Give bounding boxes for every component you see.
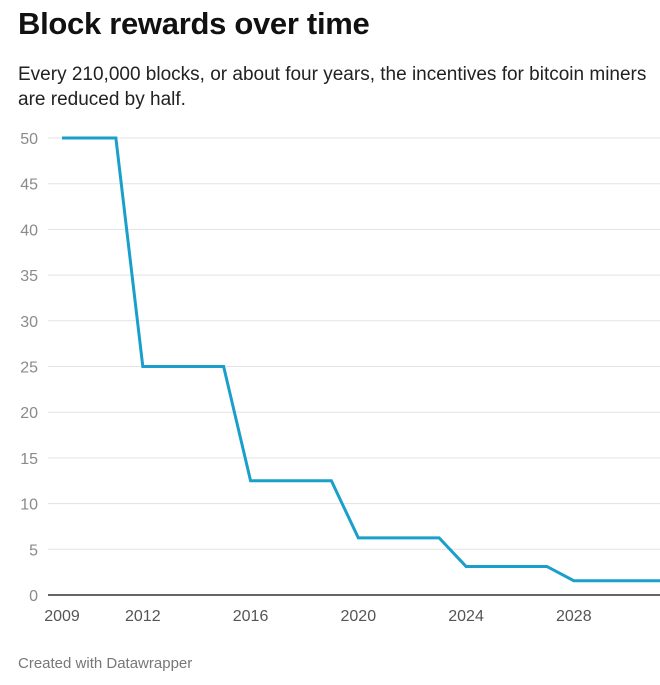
y-tick-label: 30 — [20, 314, 38, 331]
y-tick-label: 15 — [20, 451, 38, 468]
y-tick-label: 10 — [20, 497, 38, 514]
y-tick-label: 20 — [20, 405, 38, 422]
x-tick-label: 2009 — [44, 608, 80, 625]
x-axis-ticks: 2009 2012 2016 2020 2024 2028 — [44, 608, 591, 625]
series-line-block-reward — [62, 136, 660, 583]
y-tick-label: 40 — [20, 222, 38, 239]
y-tick-label: 0 — [29, 588, 38, 605]
block-rewards-line-chart: 0 5 10 15 20 25 30 35 40 45 50 2009 2012 2016 2020 202… — [20, 131, 660, 625]
y-tick-label: 50 — [20, 131, 38, 148]
y-tick-label: 45 — [20, 177, 38, 194]
x-tick-label: 2028 — [556, 608, 592, 625]
credit-footer: Created with Datawrapper — [18, 655, 193, 672]
y-axis-ticks: 0 5 10 15 20 25 30 35 40 45 50 — [20, 131, 38, 605]
y-tick-label: 35 — [20, 268, 38, 285]
x-tick-label: 2020 — [341, 608, 377, 625]
y-tick-label: 5 — [29, 542, 38, 559]
chart-subtitle: Every 210,000 blocks, or about four year… — [18, 64, 647, 110]
series-layer — [62, 136, 660, 583]
x-tick-label: 2012 — [125, 608, 161, 625]
chart-title: Block rewards over time — [18, 6, 370, 41]
x-tick-label: 2016 — [233, 608, 269, 625]
x-tick-label: 2024 — [448, 608, 484, 625]
y-tick-label: 25 — [20, 360, 38, 377]
